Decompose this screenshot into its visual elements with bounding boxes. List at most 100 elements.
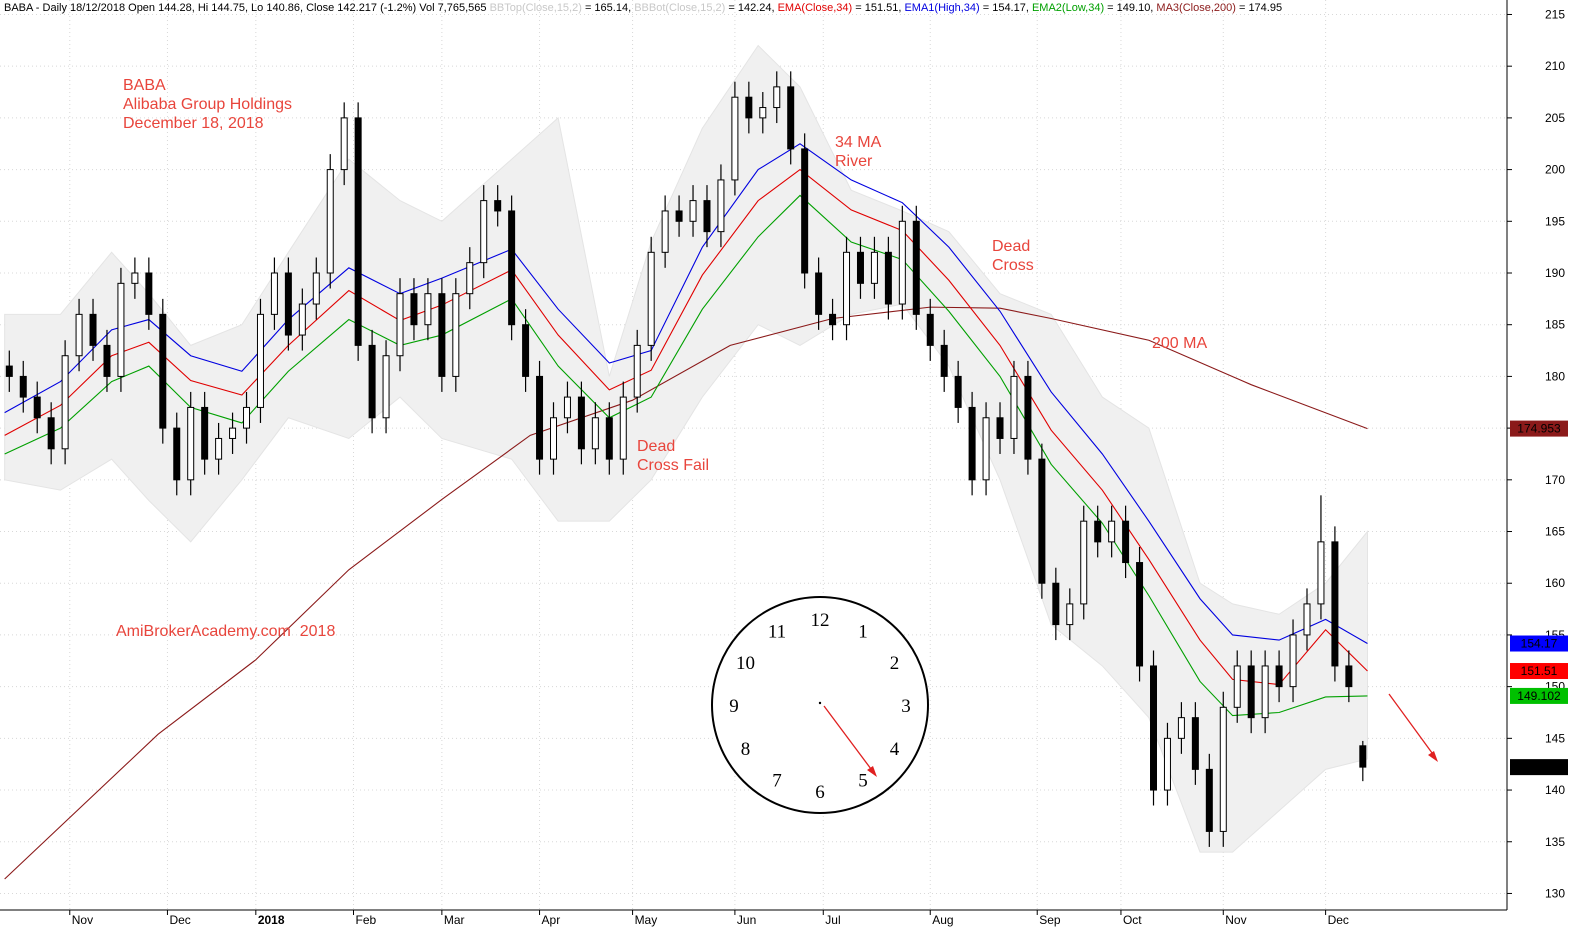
y-tick-label: 210 <box>1545 59 1565 73</box>
header-segment: = 151.51, <box>852 2 904 14</box>
candle-body <box>815 272 823 315</box>
candle-body <box>1233 665 1241 708</box>
candle-body <box>270 272 278 315</box>
candle-body <box>256 313 264 408</box>
x-tick-label: Dec <box>169 913 190 927</box>
candle-body <box>1191 717 1199 770</box>
candle-body <box>968 406 976 481</box>
candle-body <box>1177 717 1185 739</box>
candle-body <box>215 437 223 460</box>
candle-body <box>466 262 474 295</box>
candle-body <box>577 396 585 450</box>
x-tick-label: Feb <box>355 913 376 927</box>
arrow-head <box>1428 751 1438 762</box>
candle-body <box>187 406 195 481</box>
annotation: Dead <box>992 238 1030 255</box>
candle-body <box>410 293 418 326</box>
candle-body <box>1094 520 1102 543</box>
candle-body <box>1150 665 1158 791</box>
value-flag-label: 154.17 <box>1521 637 1558 651</box>
header-segment: = 149.10, <box>1104 2 1156 14</box>
annotation: Alibaba Group Holdings <box>123 96 292 113</box>
annotation: December 18, 2018 <box>123 115 264 132</box>
candle-body <box>1261 665 1269 719</box>
y-tick-label: 200 <box>1545 163 1565 177</box>
clock-center <box>818 701 822 705</box>
candle-body <box>787 86 795 150</box>
x-tick-label: Dec <box>1328 913 1349 927</box>
clock-number: 7 <box>772 770 782 791</box>
candle-body <box>884 251 892 305</box>
clock-number: 8 <box>741 739 751 760</box>
annotation: River <box>835 153 873 170</box>
candle-body <box>438 293 446 377</box>
header-segment: = 174.95 <box>1236 2 1282 14</box>
candle-body <box>926 313 934 346</box>
x-tick-label: Apr <box>542 913 561 927</box>
candle-body <box>284 272 292 336</box>
candle-body <box>1303 603 1311 636</box>
y-tick-label: 140 <box>1545 783 1565 797</box>
annotation: Cross Fail <box>637 457 709 474</box>
value-flag <box>1510 663 1568 680</box>
candle-body <box>173 427 181 481</box>
candle-body <box>5 365 13 377</box>
candle-body <box>549 417 557 460</box>
clock-number: 1 <box>858 622 868 643</box>
candle-body <box>1010 375 1018 439</box>
indicator-line <box>4 306 1368 880</box>
y-tick-label: 130 <box>1545 886 1565 900</box>
clock-number: 4 <box>890 739 900 760</box>
candle-body <box>201 406 209 460</box>
candle-body <box>131 272 139 284</box>
value-flag-label: 142.217 <box>1517 760 1561 774</box>
candle-body <box>382 355 390 419</box>
candle-body <box>898 220 906 305</box>
candle-body <box>312 272 320 305</box>
y-tick-label: 205 <box>1545 111 1565 125</box>
candle-body <box>856 251 864 284</box>
candle-body <box>243 406 251 429</box>
candle-body <box>759 107 767 119</box>
candle-body <box>75 313 83 357</box>
candle-body <box>1136 562 1144 667</box>
candle-body <box>1219 706 1227 832</box>
x-tick-label: Sep <box>1039 913 1061 927</box>
candle-body <box>229 427 237 439</box>
header-segment: BBTop(Close,15,2) <box>490 2 582 14</box>
candle-body <box>1108 520 1116 543</box>
candle-body <box>1052 582 1060 626</box>
clock-number: 3 <box>901 696 911 717</box>
candle-body <box>424 293 432 326</box>
candle-body <box>689 200 697 222</box>
candle-body <box>354 117 362 346</box>
candle-body <box>494 200 502 212</box>
y-tick-label: 170 <box>1545 473 1565 487</box>
x-tick-label: Nov <box>72 913 93 927</box>
annotation: Cross <box>992 257 1034 274</box>
y-tick-label: 165 <box>1545 525 1565 539</box>
candle-body <box>829 313 837 326</box>
annotation: BABA <box>123 77 166 94</box>
candle-body <box>1066 603 1074 626</box>
candle-body <box>843 251 851 326</box>
header-segment: MA3(Close,200) <box>1156 2 1235 14</box>
candle-body <box>340 117 348 171</box>
candle-body <box>33 396 41 419</box>
candle-body <box>563 396 571 419</box>
header: BABA - Daily 18/12/2018 Open 144.28, Hi … <box>4 2 1282 14</box>
candle-body <box>1345 665 1353 688</box>
clock-number: 10 <box>736 653 755 674</box>
candle-body <box>912 220 920 315</box>
candle-body <box>480 200 488 264</box>
header-segment: BABA - Daily 18/12/2018 Open 144.28, Hi … <box>4 2 490 14</box>
value-flag <box>1510 420 1568 437</box>
value-flag-label: 174.953 <box>1517 422 1561 436</box>
trend-arrow <box>1388 693 1436 758</box>
candle-body <box>47 417 55 450</box>
candle-body <box>940 344 948 377</box>
annotation: AmiBrokerAcademy.com 2018 <box>116 623 335 640</box>
annotation: 34 MA <box>835 134 882 151</box>
